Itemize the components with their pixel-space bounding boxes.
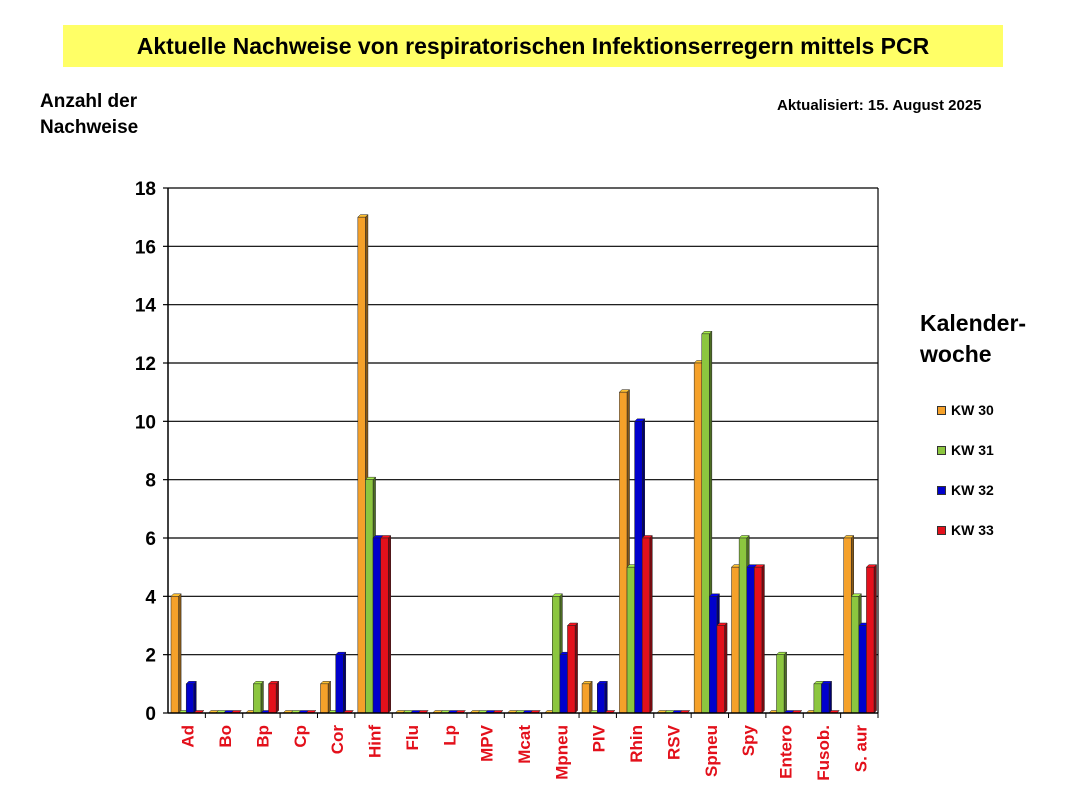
x-category-label: Fusob. [814,725,833,781]
legend-swatch-kw31 [937,445,946,455]
x-category-label: Lp [440,725,459,746]
bar-kw32-ad [185,680,197,714]
legend-title-line-1: Kalender- [920,310,1027,336]
bar-kw33-spneu [716,622,728,714]
legend-label-kw31: KW 31 [951,442,994,458]
legend-swatch-kw33 [937,525,946,535]
bar-kw30-cor [319,680,332,714]
x-category-label: Hinf [366,725,385,758]
legend-item-kw30: KW 30 [937,400,994,420]
bar-kw32-piv [596,680,608,714]
bar-kw33-saur [865,564,878,714]
y-tick-label: 12 [135,354,156,375]
legend-swatch-kw32 [937,485,946,495]
x-category-label: Flu [403,725,422,751]
legend-label-kw30: KW 30 [951,402,994,418]
y-tick-label: 16 [135,237,156,258]
x-category-label: Cor [328,725,347,755]
x-category-label: Entero [777,725,796,779]
bar-kw31-entero [775,651,788,714]
y-tick-label: 10 [135,412,156,433]
legend-item-kw31: KW 31 [937,440,994,460]
legend-item-kw33: KW 33 [937,520,994,540]
y-tick-label: 14 [135,296,157,317]
x-category-label: Bp [253,725,272,748]
x-category-label: Cp [291,725,310,748]
y-tick-label: 0 [145,704,156,725]
legend-title-line-2: woche [920,341,992,367]
bar-kw32-cor [335,651,347,714]
x-category-label: S. aur [851,725,870,773]
x-category-label: Spneu [702,725,721,777]
y-tick-label: 4 [145,587,156,608]
y-axis-label: Anzahl der Nachweise [40,89,240,141]
legend-title: Kalender- woche [920,308,1026,370]
x-category-label: Mpneu [552,725,571,780]
bar-kw33-hinf [380,534,392,714]
x-category-label: MPV [478,724,497,762]
legend-swatch-kw30 [937,405,946,415]
x-category-label: Ad [179,725,198,748]
x-category-label: Bo [216,725,235,748]
chart-title: Aktuelle Nachweise von respiratorischen … [63,25,1003,67]
plot-area [168,188,878,713]
y-axis-label-line-1: Anzahl der [40,91,138,112]
x-category-label: Rhin [627,725,646,763]
y-tick-label: 8 [145,471,156,492]
legend-item-kw32: KW 32 [937,480,994,500]
bar-kw31-bp [252,680,265,714]
bar-kw33-bp [267,680,280,714]
y-tick-label: 18 [135,179,156,200]
x-category-label: Mcat [515,725,534,764]
x-category-label: RSV [664,724,683,760]
legend-label-kw32: KW 32 [951,482,994,498]
x-category-label: Spy [739,724,758,756]
bar-kw33-rhin [641,534,653,714]
legend-label-kw33: KW 33 [951,522,994,538]
updated-date: Aktualisiert: 15. August 2025 [777,97,982,114]
bar-kw33-spy [753,564,766,714]
x-category-label: PIV [590,724,609,752]
y-tick-label: 2 [145,646,156,667]
bar-kw30-piv [581,680,593,714]
bar-kw32-fusob [820,680,833,714]
y-axis-label-line-2: Nachweise [40,117,139,138]
bar-kw33-mpneu [566,622,579,714]
y-tick-label: 6 [145,529,156,550]
bar-kw30-ad [170,593,182,714]
